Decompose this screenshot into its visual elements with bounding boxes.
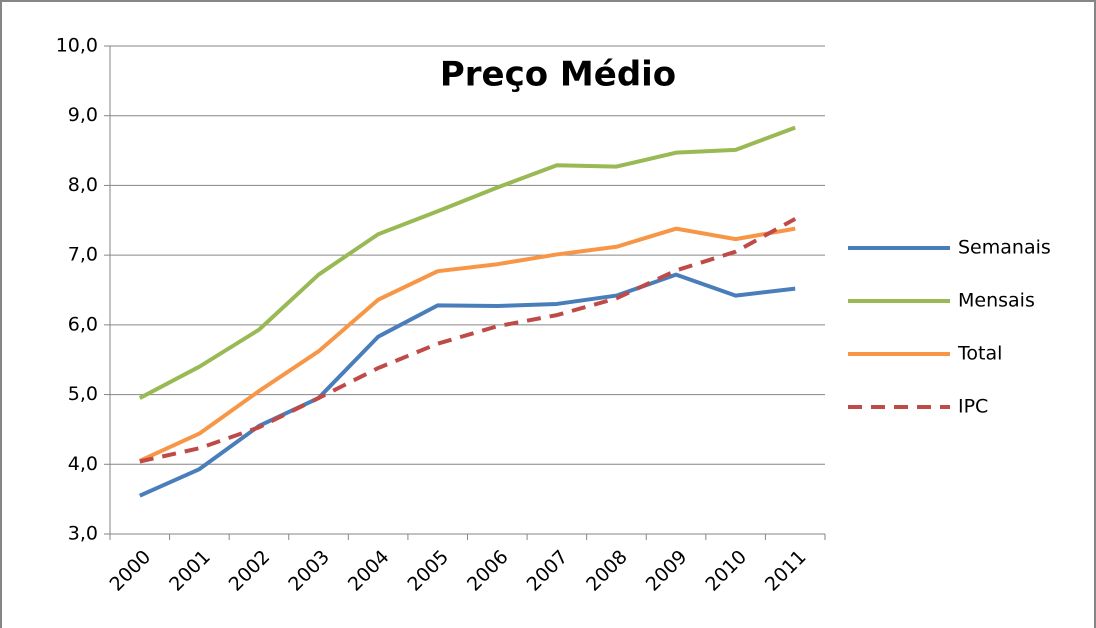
legend-label: Mensais <box>958 290 1035 312</box>
y-tick-label: 8,0 <box>68 174 98 196</box>
y-tick-label: 6,0 <box>68 313 98 335</box>
y-tick-label: 3,0 <box>68 523 98 545</box>
legend-label: IPC <box>958 396 988 418</box>
series-line <box>138 272 796 498</box>
y-tick-label: 10,0 <box>56 35 98 57</box>
legend-label: Total <box>957 343 1002 365</box>
series-line <box>138 226 796 463</box>
y-tick-label: 7,0 <box>68 244 98 266</box>
y-tick-label: 5,0 <box>68 383 98 405</box>
y-tick-label: 4,0 <box>68 453 98 475</box>
series-line <box>138 125 796 400</box>
legend-label: Semanais <box>958 237 1051 259</box>
series-line <box>139 217 797 464</box>
y-tick-label: 9,0 <box>68 104 98 126</box>
chart-title: Preço Médio <box>440 55 676 95</box>
